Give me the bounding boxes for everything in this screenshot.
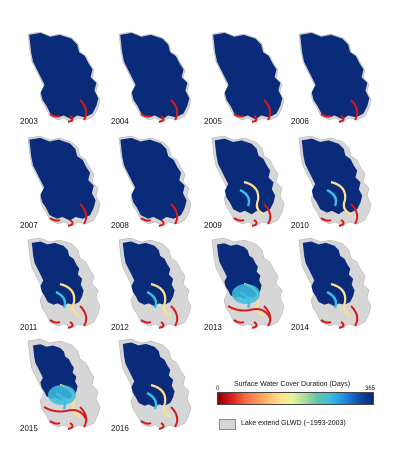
lake-map bbox=[211, 135, 285, 227]
shoreline-dry-band bbox=[43, 406, 87, 420]
year-panel: 2011 bbox=[20, 236, 106, 332]
colorbar-min-label: 0 bbox=[216, 386, 220, 392]
shoreline-dry-band bbox=[140, 305, 179, 329]
shoreline-dry-band bbox=[320, 305, 359, 329]
shallow-water-patch bbox=[232, 284, 260, 304]
lake-map bbox=[27, 237, 101, 329]
colorbar bbox=[217, 392, 374, 405]
shoreline-dry-band bbox=[233, 99, 272, 123]
lake-map bbox=[27, 31, 101, 123]
year-label: 2007 bbox=[20, 221, 38, 230]
shoreline-dry-band bbox=[320, 99, 359, 123]
shallow-water-patch bbox=[48, 385, 76, 405]
shoreline-dry-band bbox=[140, 406, 179, 430]
mid-duration-band bbox=[243, 180, 265, 216]
lake-map bbox=[27, 135, 101, 227]
year-label: 2009 bbox=[204, 221, 222, 230]
water-extent-shape bbox=[29, 32, 99, 120]
mid-duration-band bbox=[59, 282, 81, 318]
year-label: 2012 bbox=[111, 323, 129, 332]
water-extent-shape bbox=[213, 32, 283, 120]
mid-duration-band bbox=[150, 282, 172, 318]
year-label: 2015 bbox=[20, 424, 38, 433]
year-label: 2010 bbox=[291, 221, 309, 230]
mid-duration-band bbox=[330, 180, 352, 216]
mid-duration-band bbox=[150, 383, 172, 419]
year-panel: 2016 bbox=[111, 337, 197, 433]
year-panel: 2014 bbox=[291, 236, 377, 332]
water-extent-shape bbox=[29, 137, 96, 221]
year-label: 2013 bbox=[204, 323, 222, 332]
long-duration-band bbox=[146, 290, 158, 309]
shoreline-dry-band bbox=[320, 203, 359, 227]
long-duration-band bbox=[326, 188, 338, 207]
year-panel: 2004 bbox=[111, 30, 197, 126]
shoreline-dry-band bbox=[49, 99, 88, 123]
year-label: 2014 bbox=[291, 323, 309, 332]
long-duration-band bbox=[55, 290, 67, 309]
year-panel: 2009 bbox=[204, 134, 290, 230]
colorbar-title: Surface Water Cover Duration (Days) bbox=[234, 381, 351, 388]
lake-extent-swatch bbox=[219, 419, 236, 430]
long-duration-band bbox=[326, 290, 338, 309]
lake-map bbox=[298, 237, 372, 329]
water-extent-shape bbox=[301, 138, 363, 215]
year-panel: 2010 bbox=[291, 134, 377, 230]
year-label: 2003 bbox=[20, 117, 38, 126]
water-extent-shape bbox=[120, 32, 190, 120]
lake-extent-label: Lake extend GLWD (~1993-2003) bbox=[241, 420, 346, 427]
lake-map bbox=[118, 237, 192, 329]
year-label: 2016 bbox=[111, 424, 129, 433]
shoreline-dry-band bbox=[140, 203, 179, 227]
water-extent-shape bbox=[300, 32, 370, 120]
shoreline-dry-band bbox=[233, 203, 272, 227]
lake-map bbox=[118, 31, 192, 123]
year-label: 2008 bbox=[111, 221, 129, 230]
shoreline-dry-band bbox=[49, 305, 88, 329]
year-panel: 2005 bbox=[204, 30, 290, 126]
year-label: 2004 bbox=[111, 117, 129, 126]
lake-map bbox=[211, 237, 285, 329]
year-panel: 2006 bbox=[291, 30, 377, 126]
year-panel: 2012 bbox=[111, 236, 197, 332]
water-extent-shape bbox=[214, 138, 276, 215]
shoreline-dry-band bbox=[227, 305, 271, 319]
long-duration-band bbox=[239, 188, 251, 207]
mid-duration-band bbox=[330, 282, 352, 318]
lake-map bbox=[298, 135, 372, 227]
shoreline-dry-band bbox=[49, 203, 88, 227]
year-panel: 2003 bbox=[20, 30, 106, 126]
lake-map bbox=[298, 31, 372, 123]
year-panel: 2013 bbox=[204, 236, 290, 332]
shoreline-dry-band bbox=[140, 99, 179, 123]
year-label: 2011 bbox=[20, 323, 38, 332]
lake-map bbox=[118, 135, 192, 227]
year-label: 2005 bbox=[204, 117, 222, 126]
year-label: 2006 bbox=[291, 117, 309, 126]
lake-map bbox=[118, 338, 192, 430]
year-panel: 2007 bbox=[20, 134, 106, 230]
year-panel: 2008 bbox=[111, 134, 197, 230]
lake-map bbox=[211, 31, 285, 123]
long-duration-band bbox=[146, 391, 158, 410]
year-panel: 2015 bbox=[20, 337, 106, 433]
water-extent-shape bbox=[120, 137, 187, 221]
colorbar-max-label: 365 bbox=[365, 386, 376, 392]
lake-map bbox=[27, 338, 101, 430]
